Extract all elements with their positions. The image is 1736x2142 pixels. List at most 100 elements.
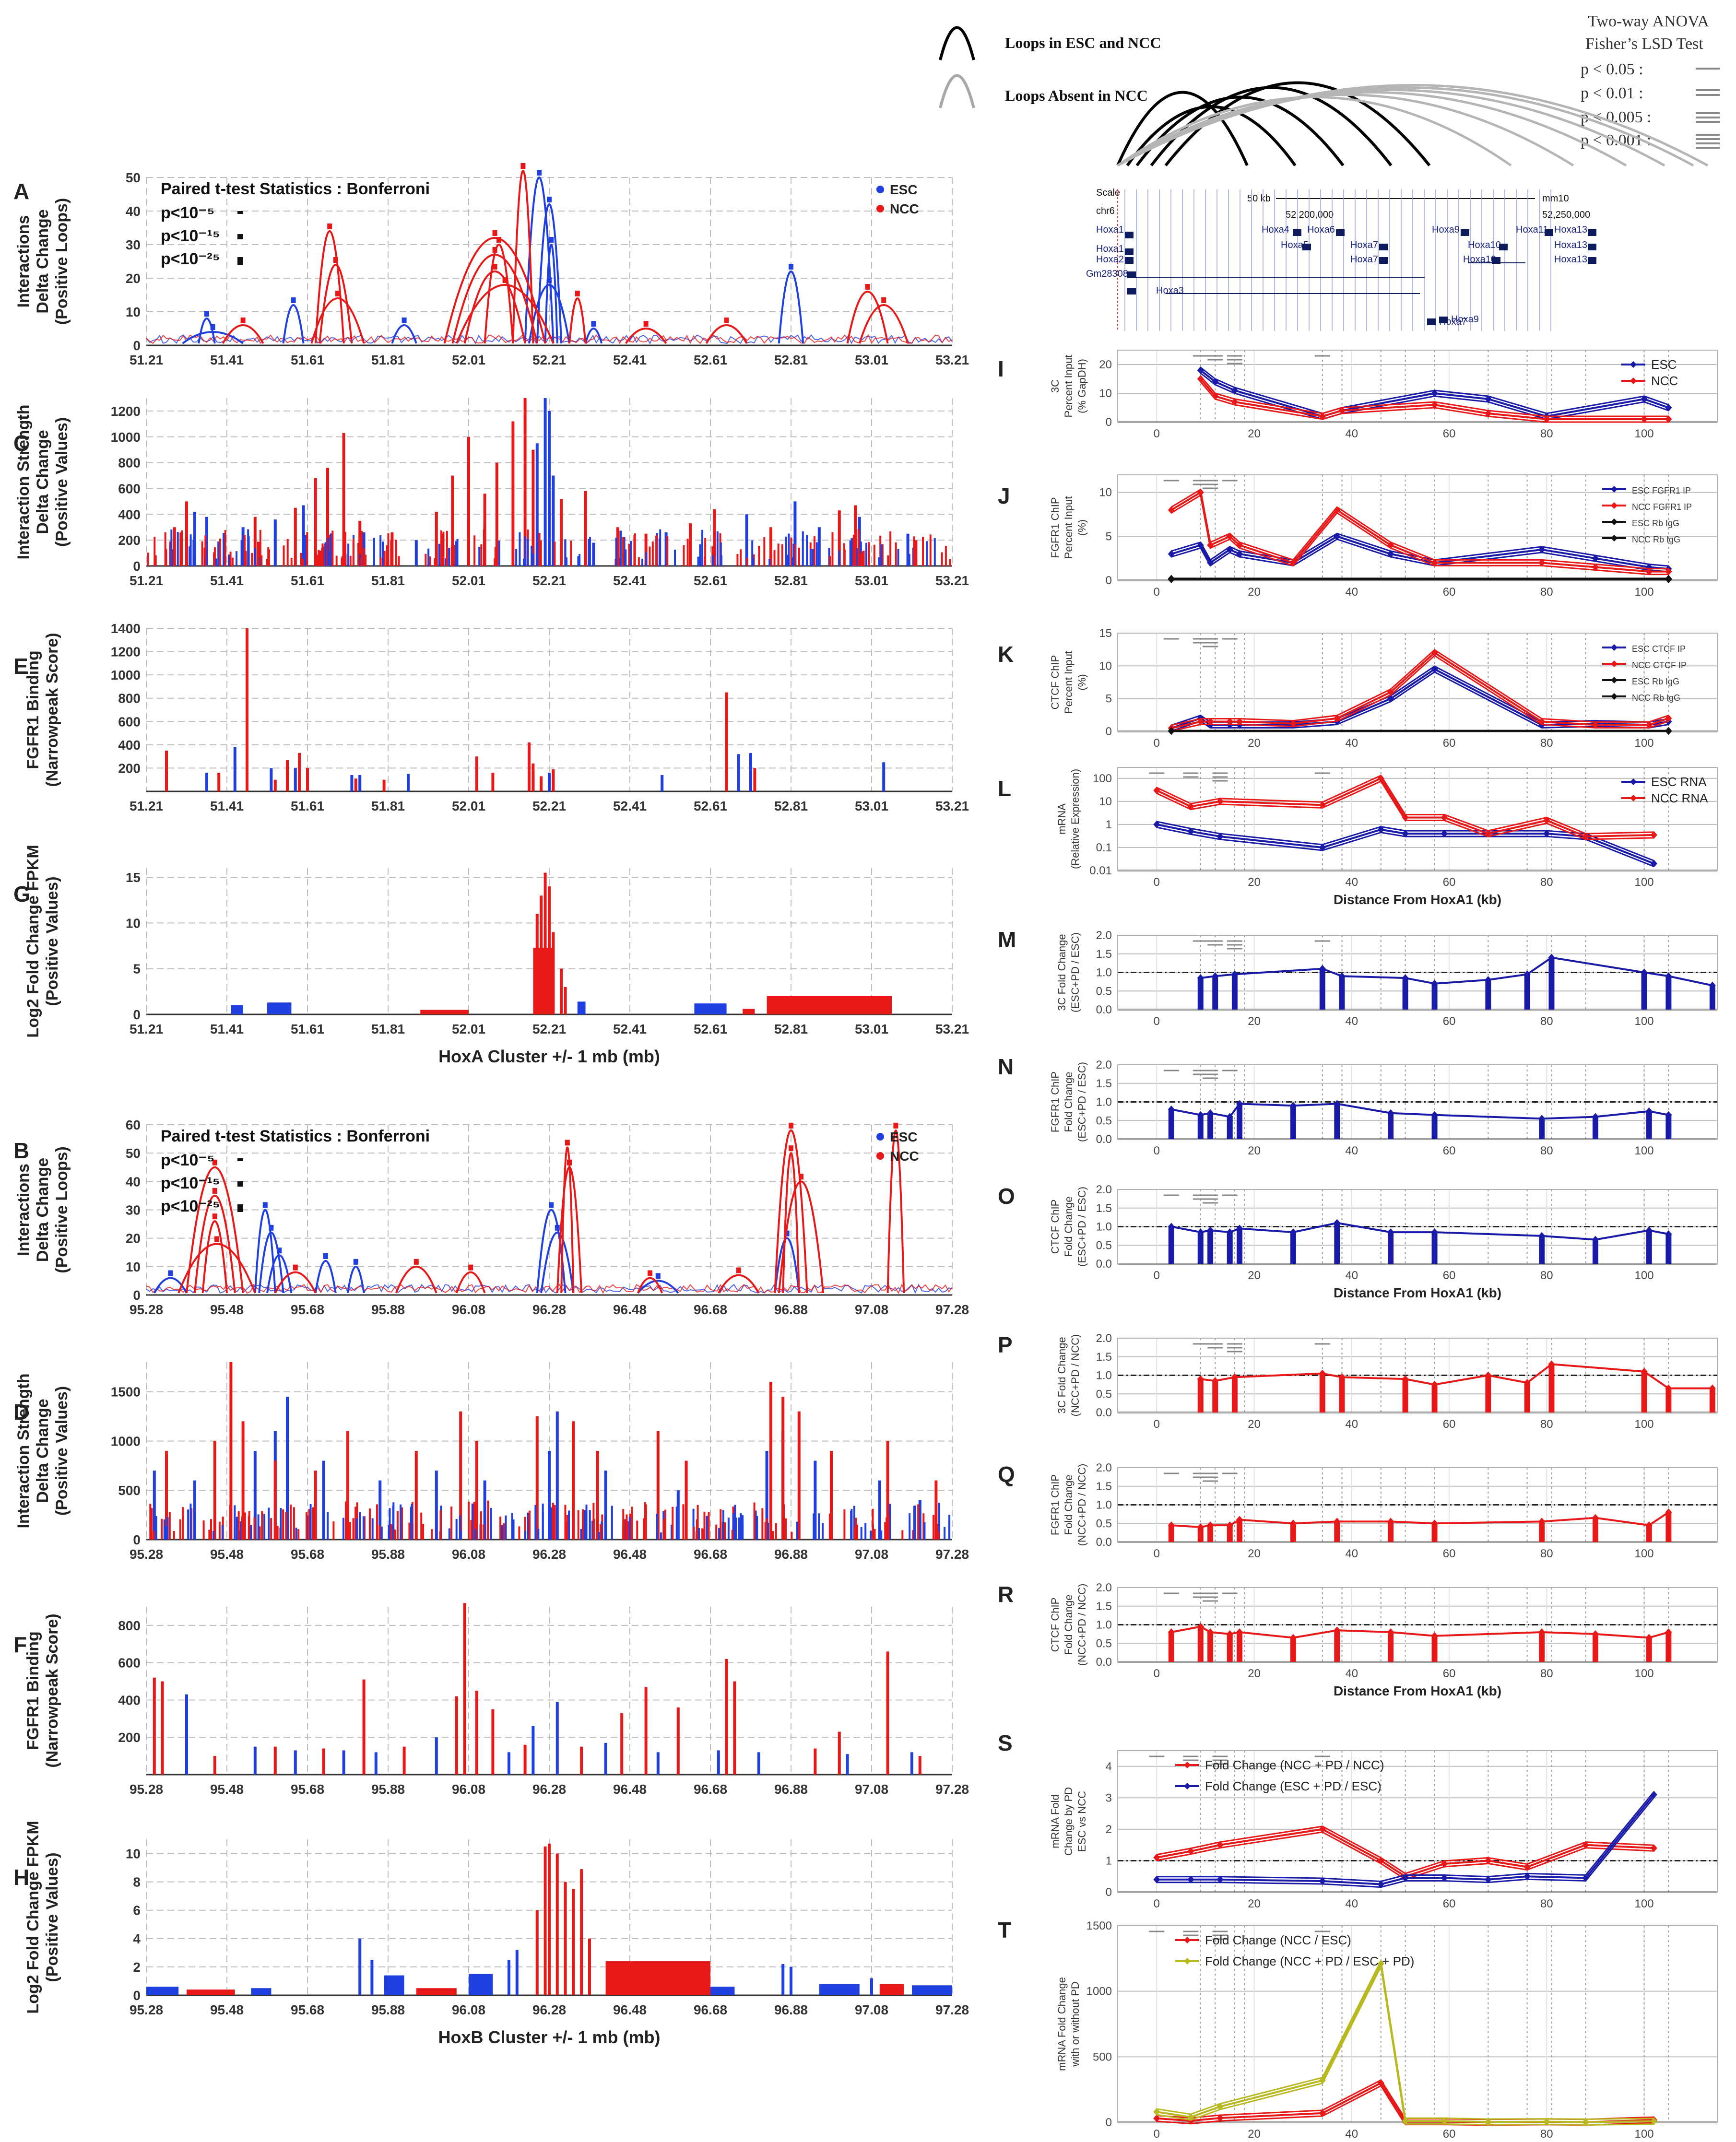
background-bar: [856, 548, 858, 566]
bar-ncc: [362, 1679, 366, 1775]
bar-esc: [882, 762, 886, 791]
x-tick-label: 95.48: [210, 2002, 244, 2017]
fold-change-bar: [1168, 1226, 1174, 1264]
background-bar: [487, 1514, 489, 1540]
loop-peak-marker-ncc: [799, 1174, 803, 1180]
fold-change-bar: [1485, 980, 1491, 1010]
y-tick-label: 400: [118, 1693, 141, 1707]
y-axis-label-line: Interactions: [14, 215, 33, 308]
legend-marker: [1611, 486, 1618, 493]
y-tick-label: 200: [118, 533, 141, 548]
black-loop-label: Loops in ESC and NCC: [1005, 34, 1161, 51]
gene-label: Hoxa10: [1463, 254, 1496, 265]
loop-arc-esc: [391, 324, 417, 344]
bar-esc: [664, 532, 668, 566]
series-line: [1200, 366, 1669, 414]
gene-exon: [1588, 244, 1596, 250]
y-tick-label: 30: [126, 1203, 141, 1218]
background-bar: [330, 533, 332, 566]
panel-F: F 200 400 600 800 95.28 95.48 95.68 95.88 96.08 96…: [13, 1603, 969, 1797]
background-bar: [408, 1522, 411, 1540]
bar-esc: [745, 514, 748, 566]
bar-esc: [548, 411, 551, 566]
background-bar: [791, 557, 794, 566]
x-tick-label: 97.08: [855, 2002, 888, 2017]
x-tick-label: 0: [1154, 1144, 1160, 1157]
data-point: [1431, 559, 1438, 567]
background-bar: [147, 553, 149, 566]
background-bar: [720, 542, 722, 566]
y-tick-label: 3: [1106, 1791, 1112, 1804]
x-tick-label: 60: [1443, 427, 1456, 440]
background-bar: [415, 1513, 418, 1540]
bar-ncc: [173, 527, 176, 566]
panel-letter-N: N: [998, 1054, 1014, 1079]
y-tick-label: 0.0: [1096, 1656, 1112, 1669]
data-point: [1387, 1228, 1394, 1236]
y-tick-label: 60: [126, 1118, 141, 1132]
background-bar: [512, 1519, 515, 1540]
data-point: [1289, 1634, 1297, 1642]
data-point: [1153, 787, 1160, 795]
background-bar: [708, 1511, 710, 1540]
legend-ncc-label: NCC: [890, 1149, 919, 1164]
background-bar: [237, 1511, 240, 1540]
x-tick-label: 20: [1248, 1547, 1261, 1560]
bar-esc: [757, 1752, 760, 1775]
y-tick-label: 0: [1106, 574, 1112, 587]
data-point: [1431, 979, 1438, 988]
background-bar: [529, 1510, 531, 1540]
background-bar: [308, 1508, 310, 1540]
data-point: [1641, 395, 1648, 403]
fold-change-bar: [1197, 1527, 1204, 1542]
x-tick-label: 96.48: [613, 1782, 647, 1797]
panel-B: B 0 10 20 30 40 50 60 95.28 95.48 95.68 95.88 96.08 9…: [13, 1118, 969, 1317]
background-bar: [540, 541, 542, 566]
x-tick-label: 80: [1540, 2128, 1553, 2141]
background-bar: [937, 1531, 940, 1540]
loop-arc-ncc: [314, 230, 345, 344]
plot-frame: [1117, 767, 1718, 871]
loop-arc-ncc: [310, 297, 365, 344]
x-tick-label: 95.48: [210, 1302, 244, 1317]
fold-change-bar: [1207, 1113, 1214, 1139]
x-tick-label: 97.08: [855, 1547, 888, 1562]
background-bar: [790, 537, 792, 566]
bar-ncc: [390, 532, 394, 566]
data-point: [1207, 559, 1214, 567]
data-point: [1387, 1518, 1394, 1526]
y-axis-label: mRNA Fold Change with or without PD: [1056, 1977, 1081, 2071]
y-axis-label-line: Fold Change: [1063, 1475, 1075, 1535]
data-point: [1231, 398, 1238, 406]
x-tick-label: 52.61: [694, 1022, 727, 1036]
background-bar: [659, 529, 661, 566]
background-bar: [441, 537, 443, 566]
bar-ncc: [535, 1416, 539, 1540]
background-bar: [180, 536, 182, 566]
track-chr-label: chr6: [1096, 206, 1115, 216]
data-point: [1592, 554, 1599, 563]
black-loop-icon: [939, 26, 975, 60]
background-bar: [683, 545, 685, 566]
loop-arc-esc: [258, 1232, 284, 1294]
background-bar: [802, 531, 804, 566]
gene-label: Hoxa13: [1554, 224, 1587, 235]
x-tick-label: 20: [1248, 427, 1261, 440]
loop-arc-ncc: [222, 324, 264, 344]
fold-change-bar: [1641, 972, 1647, 1010]
fold-change-bar: [1709, 985, 1715, 1010]
loop-peak-marker-ncc: [212, 1159, 217, 1165]
plot-frame: [1117, 633, 1718, 732]
y-axis-label-line: Delta Change: [34, 209, 52, 313]
loop-peak-marker-ncc: [724, 318, 729, 323]
background-bar: [674, 550, 676, 566]
gene-label: Hoxa5: [1281, 240, 1309, 250]
bar-ncc: [414, 1451, 418, 1540]
bar-esc: [241, 527, 245, 566]
background-bar: [755, 1510, 757, 1540]
background-bar: [224, 530, 226, 566]
y-axis-label-line: with or without PD: [1069, 1981, 1081, 2067]
loop-arc-ncc: [705, 324, 748, 344]
background-bar: [173, 1530, 175, 1540]
background-bar: [651, 541, 654, 566]
